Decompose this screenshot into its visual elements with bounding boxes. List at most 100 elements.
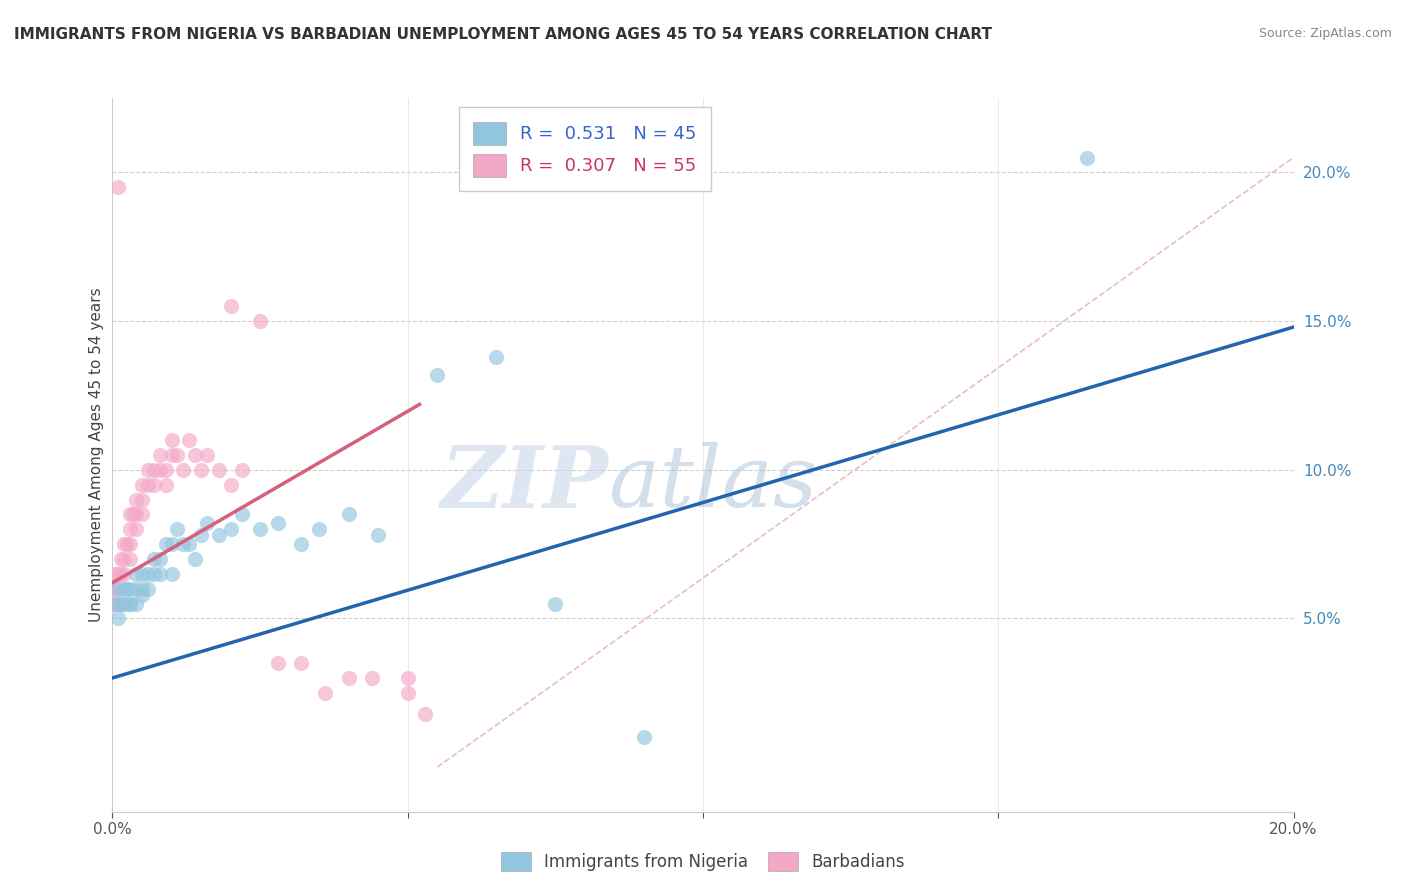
Text: ZIP: ZIP: [440, 442, 609, 525]
Point: [117, 537, 138, 551]
Point: [107, 566, 129, 581]
Point: [179, 537, 201, 551]
Point: [485, 350, 508, 364]
Point: [142, 566, 165, 581]
Point: [633, 731, 655, 745]
Point: [120, 508, 142, 522]
Point: [208, 528, 231, 542]
Point: [1076, 151, 1098, 165]
Point: [160, 433, 183, 447]
Point: [104, 597, 127, 611]
Point: [149, 552, 172, 566]
Point: [112, 566, 135, 581]
Point: [544, 597, 567, 611]
Point: [290, 537, 312, 551]
Point: [112, 552, 135, 566]
Point: [136, 463, 159, 477]
Point: [396, 671, 419, 685]
Point: [149, 448, 172, 462]
Point: [166, 522, 188, 536]
Point: [367, 528, 389, 542]
Point: [184, 552, 207, 566]
Point: [103, 597, 125, 611]
Point: [426, 368, 449, 382]
Point: [104, 597, 127, 611]
Text: Source: ZipAtlas.com: Source: ZipAtlas.com: [1258, 27, 1392, 40]
Point: [131, 566, 153, 581]
Point: [112, 597, 135, 611]
Point: [110, 597, 132, 611]
Point: [149, 463, 172, 477]
Point: [195, 516, 218, 531]
Point: [125, 597, 148, 611]
Point: [120, 537, 142, 551]
Point: [103, 582, 125, 596]
Point: [125, 508, 148, 522]
Point: [160, 448, 183, 462]
Point: [142, 477, 165, 491]
Point: [219, 522, 242, 536]
Point: [172, 537, 194, 551]
Point: [290, 656, 312, 670]
Point: [136, 582, 159, 596]
Point: [107, 611, 129, 625]
Point: [179, 433, 201, 447]
Point: [110, 552, 132, 566]
Point: [166, 448, 188, 462]
Point: [142, 552, 165, 566]
Point: [120, 597, 142, 611]
Y-axis label: Unemployment Among Ages 45 to 54 years: Unemployment Among Ages 45 to 54 years: [89, 287, 104, 623]
Point: [249, 522, 271, 536]
Point: [112, 582, 135, 596]
Point: [231, 508, 253, 522]
Point: [155, 463, 177, 477]
Point: [131, 477, 153, 491]
Point: [122, 508, 145, 522]
Point: [131, 588, 153, 602]
Point: [190, 463, 212, 477]
Point: [219, 477, 242, 491]
Point: [184, 448, 207, 462]
Point: [337, 508, 360, 522]
Point: [136, 477, 159, 491]
Point: [155, 477, 177, 491]
Point: [267, 516, 290, 531]
Point: [125, 492, 148, 507]
Point: [149, 566, 172, 581]
Point: [131, 508, 153, 522]
Legend: R =  0.531   N = 45, R =  0.307   N = 55: R = 0.531 N = 45, R = 0.307 N = 55: [458, 107, 711, 192]
Point: [125, 582, 148, 596]
Point: [314, 686, 336, 700]
Point: [396, 686, 419, 700]
Text: atlas: atlas: [609, 442, 818, 524]
Legend: Immigrants from Nigeria, Barbadians: Immigrants from Nigeria, Barbadians: [492, 843, 914, 880]
Point: [208, 463, 231, 477]
Point: [142, 463, 165, 477]
Point: [231, 463, 253, 477]
Point: [136, 566, 159, 581]
Point: [107, 582, 129, 596]
Point: [112, 537, 135, 551]
Point: [107, 180, 129, 194]
Point: [120, 552, 142, 566]
Point: [172, 463, 194, 477]
Point: [131, 582, 153, 596]
Point: [104, 566, 127, 581]
Point: [195, 448, 218, 462]
Point: [120, 522, 142, 536]
Point: [125, 522, 148, 536]
Point: [131, 492, 153, 507]
Point: [361, 671, 384, 685]
Point: [308, 522, 330, 536]
Point: [267, 656, 290, 670]
Point: [112, 597, 135, 611]
Point: [337, 671, 360, 685]
Point: [190, 528, 212, 542]
Point: [107, 597, 129, 611]
Point: [117, 582, 138, 596]
Point: [120, 582, 142, 596]
Text: IMMIGRANTS FROM NIGERIA VS BARBADIAN UNEMPLOYMENT AMONG AGES 45 TO 54 YEARS CORR: IMMIGRANTS FROM NIGERIA VS BARBADIAN UNE…: [14, 27, 993, 42]
Point: [155, 537, 177, 551]
Point: [415, 706, 437, 721]
Point: [160, 537, 183, 551]
